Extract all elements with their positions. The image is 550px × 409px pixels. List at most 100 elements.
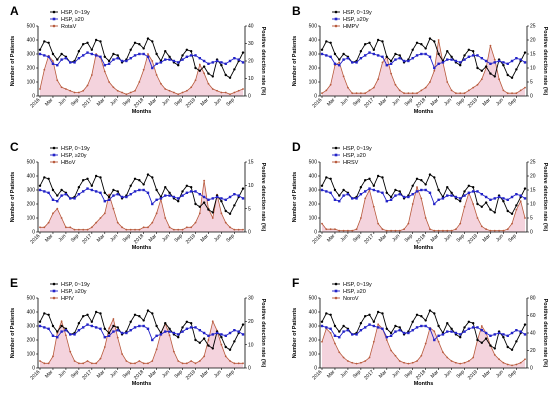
- data-point-adult: [220, 333, 223, 336]
- data-point-virus: [190, 360, 193, 362]
- data-point-adult: [99, 191, 102, 194]
- data-point-young: [411, 320, 414, 323]
- data-point-adult: [189, 54, 193, 57]
- data-point-virus: [433, 229, 436, 232]
- data-point-virus: [121, 226, 123, 229]
- data-point-young: [325, 312, 328, 315]
- data-point-adult: [177, 197, 180, 200]
- data-point-young: [329, 313, 332, 316]
- y-axis-title-left: Number of Patients: [292, 36, 298, 86]
- data-point-adult: [155, 198, 158, 201]
- data-point-adult: [194, 326, 197, 329]
- data-point-virus: [233, 228, 236, 231]
- right-tick-label: 60: [530, 313, 536, 319]
- data-point-virus: [129, 228, 132, 231]
- data-point-virus: [394, 83, 397, 86]
- data-point-virus: [224, 355, 227, 358]
- data-point-adult: [376, 190, 380, 193]
- data-point-adult: [351, 333, 354, 336]
- data-point-adult: [433, 66, 436, 70]
- left-tick-label: 500: [27, 296, 36, 302]
- data-point-young: [233, 68, 236, 71]
- data-point-virus: [185, 89, 188, 92]
- data-point-adult: [420, 324, 423, 328]
- data-point-young: [415, 41, 419, 44]
- y-axis-title-left: Number of Patients: [292, 308, 298, 358]
- data-point-virus: [394, 229, 397, 232]
- data-point-adult: [463, 194, 466, 197]
- data-point-young: [484, 65, 488, 68]
- legend-label: HSP, 0~19y: [61, 282, 90, 288]
- data-point-virus: [65, 226, 67, 229]
- data-point-virus: [407, 362, 410, 365]
- left-tick-label: 100: [27, 80, 36, 86]
- x-tick-label: Jun: [495, 233, 505, 243]
- data-point-adult: [112, 330, 115, 333]
- data-point-young: [489, 344, 492, 347]
- x-tick-label: Sep: [352, 233, 363, 244]
- data-point-virus: [69, 89, 72, 92]
- x-tick-label: Jun: [161, 233, 171, 243]
- data-point-adult: [415, 326, 419, 329]
- data-point-young: [411, 48, 414, 51]
- x-tick-label: Jun: [109, 369, 119, 379]
- data-point-young: [181, 54, 184, 57]
- data-point-young: [241, 187, 245, 190]
- data-point-virus: [69, 226, 72, 229]
- data-point-virus: [177, 360, 180, 362]
- data-point-young: [510, 348, 514, 351]
- x-tick-label: Mar: [148, 369, 159, 380]
- data-point-adult: [493, 197, 496, 200]
- data-point-adult: [519, 194, 522, 197]
- data-point-adult: [237, 58, 240, 61]
- data-point-young: [189, 322, 193, 325]
- data-point-adult: [241, 61, 245, 64]
- data-point-virus: [237, 89, 240, 92]
- data-point-adult: [228, 59, 232, 63]
- data-point-virus: [134, 362, 136, 365]
- data-point-young: [185, 48, 189, 51]
- data-point-virus: [211, 88, 214, 90]
- data-point-adult: [112, 194, 115, 197]
- legend-label: HMPV: [343, 24, 359, 30]
- data-point-adult: [177, 333, 180, 336]
- x-tick-label: Sep: [455, 233, 466, 244]
- data-point-young: [450, 55, 453, 58]
- data-point-adult: [133, 326, 137, 329]
- data-point-virus: [476, 217, 479, 219]
- data-point-virus: [334, 228, 336, 231]
- data-point-young: [90, 184, 94, 187]
- data-point-young: [146, 309, 150, 312]
- data-point-young: [142, 47, 145, 50]
- virus-area: [40, 180, 243, 232]
- left-tick-label: 400: [27, 174, 36, 180]
- data-point-young: [389, 59, 393, 63]
- left-tick-label: 300: [27, 188, 36, 194]
- data-point-virus: [177, 228, 180, 231]
- data-point-young: [467, 48, 471, 51]
- data-point-adult: [215, 59, 219, 63]
- x-tick-label: Jun: [57, 97, 67, 107]
- data-point-young: [47, 41, 50, 44]
- legend-swatch-marker: [52, 10, 56, 14]
- data-point-virus: [429, 81, 431, 83]
- data-point-young: [151, 312, 154, 315]
- data-point-virus: [498, 229, 500, 232]
- data-point-young: [359, 186, 363, 189]
- data-point-adult: [342, 194, 345, 197]
- data-point-virus: [321, 92, 323, 95]
- data-point-virus: [398, 229, 401, 232]
- right-tick-label: 40: [530, 331, 536, 337]
- data-point-young: [103, 191, 106, 194]
- x-tick-label: 2016: [311, 97, 323, 109]
- x-axis-title: Months: [414, 109, 434, 115]
- data-point-young: [463, 54, 466, 57]
- right-tick-label: 30: [248, 41, 254, 47]
- data-point-adult: [207, 334, 210, 337]
- data-point-virus: [359, 217, 362, 219]
- data-point-young: [420, 179, 423, 182]
- x-tick-label: Mar: [326, 369, 337, 380]
- data-point-virus: [390, 72, 393, 75]
- data-point-adult: [519, 58, 522, 61]
